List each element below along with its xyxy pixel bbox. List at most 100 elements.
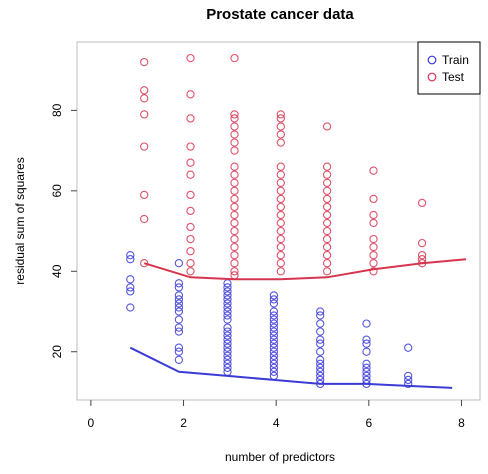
y-axis: 20 40 60 80	[50, 103, 77, 358]
test-point	[230, 234, 239, 244]
train-point	[362, 319, 371, 328]
test-point	[186, 170, 195, 179]
train-point	[316, 311, 325, 320]
train-point	[404, 379, 413, 389]
test-point	[369, 218, 378, 228]
train-point	[404, 343, 413, 352]
train-point	[269, 291, 279, 300]
train-point	[362, 371, 371, 381]
test-point	[276, 114, 285, 123]
test-point	[322, 186, 332, 195]
test-point	[230, 138, 239, 147]
train-point	[316, 355, 325, 364]
train-point	[362, 335, 371, 344]
train-point	[269, 351, 279, 360]
train-point	[126, 287, 135, 296]
train-point	[223, 299, 232, 308]
train-point	[316, 367, 325, 376]
train-point	[316, 371, 325, 381]
series-train	[126, 251, 453, 389]
test-point	[369, 259, 378, 268]
test-point	[186, 90, 195, 99]
train-point	[174, 259, 184, 268]
test-point	[276, 186, 285, 195]
test-point	[186, 206, 195, 216]
train-point	[223, 331, 232, 340]
test-point	[186, 142, 195, 151]
test-point	[230, 114, 239, 123]
train-point	[316, 347, 325, 356]
train-trend-line	[129, 346, 453, 389]
legend: Train Test	[417, 41, 481, 95]
train-point	[316, 319, 325, 328]
test-point	[369, 210, 378, 220]
train-point	[269, 319, 279, 328]
train-point	[269, 295, 279, 304]
train-point	[223, 311, 232, 320]
test-point	[140, 142, 149, 151]
test-point	[230, 259, 239, 268]
test-point	[322, 122, 332, 131]
test-point	[322, 267, 332, 276]
test-point	[186, 190, 195, 200]
test-point	[186, 259, 195, 268]
y-tick-label: 80	[50, 103, 64, 117]
train-point	[126, 251, 135, 260]
train-point	[126, 283, 135, 292]
test-point	[186, 114, 195, 123]
test-point	[276, 226, 285, 236]
test-point	[140, 190, 149, 200]
test-point	[230, 202, 239, 212]
train-point	[404, 375, 413, 385]
train-point	[223, 363, 232, 372]
test-point	[369, 194, 378, 204]
legend-label-train: Train	[442, 53, 469, 67]
test-point	[322, 162, 332, 171]
train-point	[223, 283, 232, 292]
test-point	[230, 162, 239, 171]
test-point	[322, 259, 332, 268]
train-point	[174, 343, 184, 352]
train-point	[316, 327, 325, 336]
test-point	[322, 178, 332, 187]
test-point	[276, 122, 285, 131]
test-point	[369, 242, 378, 252]
train-point	[269, 299, 279, 308]
train-point	[269, 315, 279, 324]
train-point	[174, 327, 184, 336]
test-point	[230, 130, 239, 139]
test-point	[140, 57, 149, 67]
x-tick-label: 8	[458, 416, 465, 430]
train-point	[269, 367, 279, 376]
test-point	[230, 170, 239, 179]
x-tick-label: 6	[365, 416, 372, 430]
x-tick-label: 0	[88, 416, 95, 430]
test-point	[140, 259, 149, 268]
plot-frame	[76, 41, 481, 401]
test-point	[276, 202, 285, 212]
test-point	[417, 198, 427, 208]
train-point	[269, 311, 279, 320]
test-point	[186, 234, 195, 244]
test-point	[369, 251, 378, 260]
test-point	[276, 234, 285, 244]
test-point	[276, 138, 285, 147]
train-point	[126, 303, 135, 312]
train-point	[223, 339, 232, 348]
test-point	[140, 94, 149, 103]
train-point	[362, 363, 371, 372]
test-point	[322, 170, 332, 179]
test-point	[186, 222, 195, 232]
test-point	[230, 251, 239, 260]
train-point	[174, 291, 184, 300]
series-layer	[126, 53, 467, 389]
train-point	[223, 351, 232, 360]
test-point	[322, 251, 332, 260]
test-point	[276, 170, 285, 179]
train-point	[362, 359, 371, 368]
train-point	[223, 287, 232, 296]
test-point	[276, 242, 285, 252]
train-point	[174, 307, 184, 316]
x-tick-label: 4	[273, 416, 280, 430]
legend-marker-test	[427, 72, 437, 82]
